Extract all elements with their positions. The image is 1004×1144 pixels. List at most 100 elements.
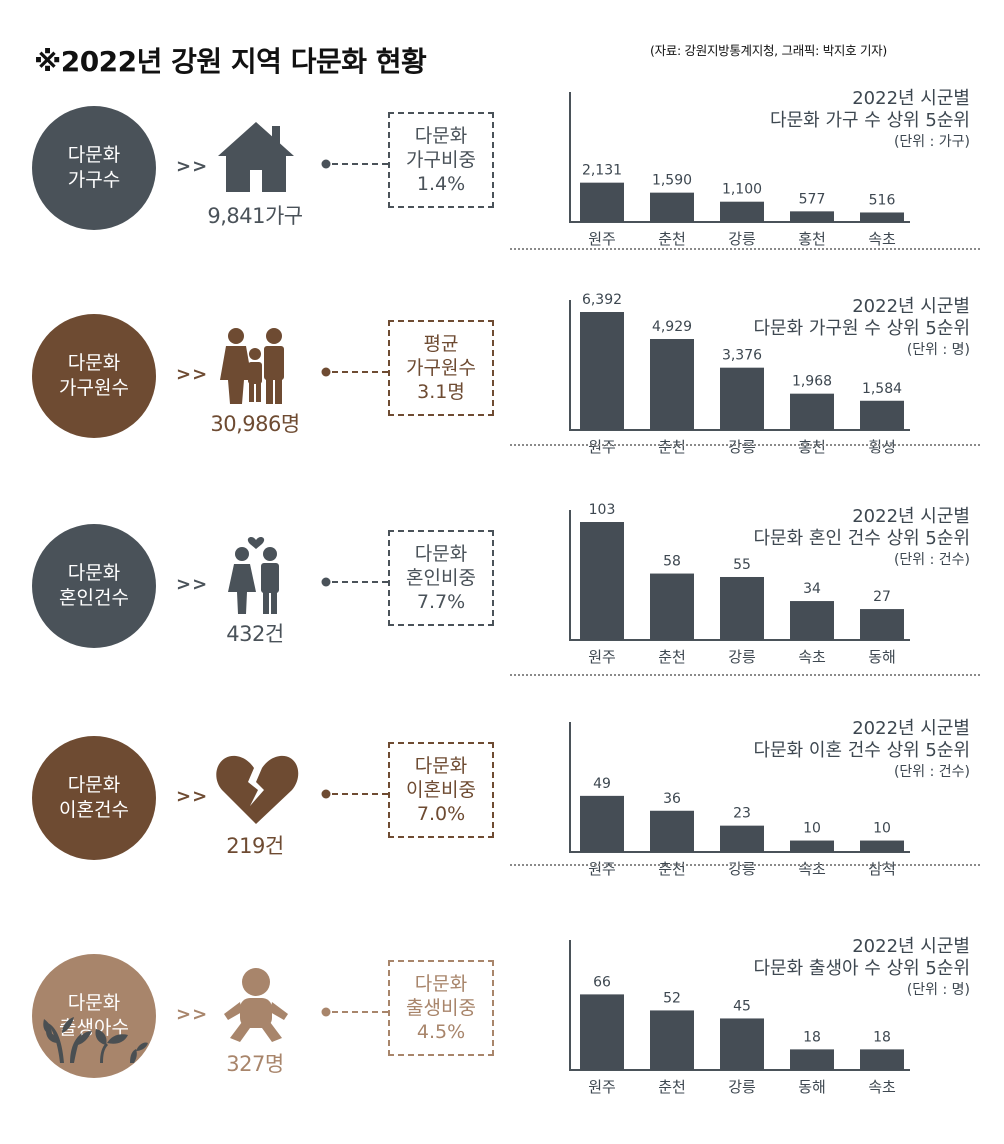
bar-value-label: 1,100 (722, 182, 762, 198)
total-value: 327명 (226, 1052, 284, 1076)
category-tick-label: 속초 (868, 1078, 896, 1096)
chart-unit: (단위 : 명) (907, 342, 970, 358)
baby-icon (210, 964, 302, 1046)
bar-chart: 2022년 시군별 다문화 혼인 건수 상위 5순위 (단위 : 건수) 103 원주 5… (560, 500, 980, 710)
category-label: 가구원수 (59, 377, 129, 399)
bar-value-label: 58 (663, 554, 681, 570)
category-tick-label: 동해 (868, 648, 896, 666)
bar-chart: 2022년 시군별 다문화 가구원 수 상위 5순위 (단위 : 명) 6,392 원주… (560, 290, 980, 500)
section-divider (510, 248, 980, 250)
ratio-label: 가구원수 (406, 357, 476, 379)
chart-bar (650, 573, 694, 640)
bar-value-label: 577 (799, 191, 826, 207)
chart-bar (720, 1018, 764, 1070)
category-tick-label: 강릉 (728, 438, 756, 456)
bar-value-label: 34 (803, 581, 821, 597)
ratio-label: 혼인비중 (406, 567, 476, 589)
ratio-label: 출생비중 (406, 997, 476, 1019)
arrow-icon: >> (176, 574, 209, 595)
category-label: 다문화 (67, 562, 121, 584)
category-tick-label: 원주 (588, 230, 616, 248)
total-value: 30,986명 (210, 412, 300, 436)
ratio-box: 다문화 가구비중 1.4% (388, 112, 494, 208)
bar-value-label: 516 (869, 192, 896, 208)
chart-title: 다문화 이혼 건수 상위 5순위 (754, 740, 971, 761)
chart-bar (790, 211, 834, 222)
category-tick-label: 삼척 (868, 860, 896, 878)
stat-row: 다문화 혼인건수 >> 432건 다문화 혼인비중 7.7% 2022년 시군별 다문화 혼인… (0, 500, 1004, 710)
chart-title: 다문화 혼인 건수 상위 5순위 (754, 528, 971, 549)
category-label: 다문화 (67, 352, 121, 374)
chart-bar (790, 601, 834, 640)
category-tick-label: 동해 (798, 1078, 826, 1096)
chart-bar (580, 522, 624, 640)
bar-value-label: 49 (593, 776, 611, 792)
category-label: 출생아수 (59, 1017, 129, 1039)
bar-value-label: 45 (733, 998, 751, 1014)
couple-icon (210, 534, 302, 616)
category-tick-label: 홍천 (798, 438, 826, 456)
category-label: 다문화 (67, 992, 121, 1014)
bar-value-label: 18 (803, 1029, 821, 1045)
connector-line (320, 154, 390, 169)
bar-value-label: 10 (873, 821, 891, 837)
bar-value-label: 3,376 (722, 348, 762, 364)
ratio-box: 평균 가구원수 3.1명 (388, 320, 494, 416)
category-tick-label: 속초 (798, 860, 826, 878)
total-value: 432건 (226, 622, 284, 646)
category-tick-label: 원주 (588, 860, 616, 878)
ratio-box: 다문화 혼인비중 7.7% (388, 530, 494, 626)
bar-value-label: 2,131 (582, 163, 622, 179)
total-value: 219건 (226, 834, 284, 858)
chart-bar (860, 212, 904, 222)
connector-line (320, 572, 390, 587)
chart-title: 2022년 시군별 (852, 296, 970, 317)
total-value: 9,841가구 (207, 204, 303, 228)
category-label: 혼인건수 (59, 587, 129, 609)
category-label: 다문화 (67, 144, 121, 166)
chart-bar (860, 840, 904, 852)
bar-value-label: 18 (873, 1029, 891, 1045)
connector-line (320, 784, 390, 799)
family-icon (210, 324, 302, 406)
chart-bar (790, 840, 834, 852)
ratio-label: 1.4% (416, 173, 466, 195)
ratio-label: 다문화 (414, 543, 468, 565)
category-tick-label: 강릉 (728, 860, 756, 878)
arrow-icon: >> (176, 786, 209, 807)
category-label: 가구수 (67, 169, 121, 191)
category-tick-label: 원주 (588, 1078, 616, 1096)
chart-unit: (단위 : 가구) (894, 134, 970, 150)
bar-value-label: 66 (593, 974, 611, 990)
bar-value-label: 1,584 (862, 381, 902, 397)
bar-chart: 2022년 시군별 다문화 이혼 건수 상위 5순위 (단위 : 건수) 49 원주 36… (560, 712, 980, 922)
connector-line (320, 1002, 390, 1017)
section-divider (510, 864, 980, 866)
section-divider (510, 674, 980, 676)
page-title: ※2022년 강원 지역 다문화 현황 (34, 45, 427, 78)
category-circle: 다문화 이혼건수 (32, 736, 156, 860)
category-tick-label: 원주 (588, 648, 616, 666)
ratio-label: 7.7% (416, 591, 466, 613)
chart-bar (650, 339, 694, 430)
ratio-box: 다문화 출생비중 4.5% (388, 960, 494, 1056)
category-label: 다문화 (67, 774, 121, 796)
chart-title: 2022년 시군별 (852, 936, 970, 957)
chart-bar (790, 393, 834, 430)
chart-bar (650, 192, 694, 222)
bar-value-label: 103 (589, 502, 616, 518)
ratio-label: 4.5% (416, 1021, 466, 1043)
bar-value-label: 1,968 (792, 374, 832, 390)
section-divider (510, 444, 980, 446)
chart-bar (650, 1010, 694, 1070)
chart-bar (720, 367, 764, 430)
source-credit: (자료: 강원지방통계지청, 그래픽: 박지호 기자) (650, 43, 887, 58)
arrow-icon: >> (176, 1004, 209, 1025)
stat-row: 다문화 가구수 >> 9,841가구 다문화 가구비중 1.4% 2022년 시군별 다문화 가… (0, 82, 1004, 292)
ratio-box: 다문화 이혼비중 7.0% (388, 742, 494, 838)
category-tick-label: 춘천 (658, 1078, 686, 1096)
ratio-label: 다문화 (414, 755, 468, 777)
ratio-label: 3.1명 (417, 381, 465, 403)
